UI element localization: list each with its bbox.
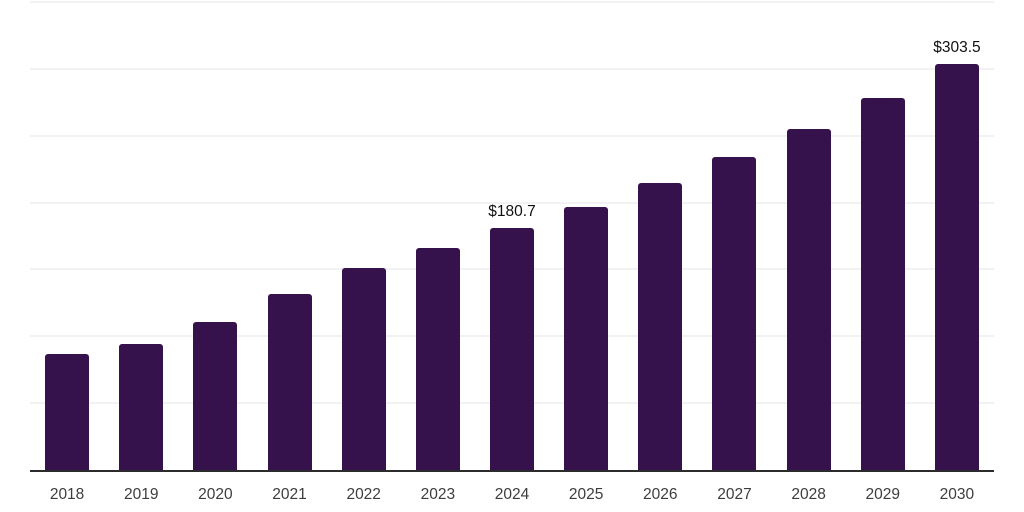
x-axis-label-2019: 2019 bbox=[123, 486, 159, 503]
x-axis-label-2018: 2018 bbox=[49, 486, 85, 503]
x-axis-label-2023: 2023 bbox=[420, 486, 456, 503]
x-axis-label-2024: 2024 bbox=[494, 486, 530, 503]
x-axis-line bbox=[30, 470, 994, 472]
gridline-250 bbox=[30, 134, 994, 137]
gridline-300 bbox=[30, 67, 994, 70]
data-label-2024: $180.7 bbox=[488, 203, 536, 221]
x-axis-label-2020: 2020 bbox=[198, 486, 233, 503]
data-label-2030: $303.5 bbox=[933, 39, 981, 57]
x-axis-label-2022: 2022 bbox=[346, 486, 381, 503]
bar-2029[interactable] bbox=[860, 98, 905, 470]
gridline-350 bbox=[30, 1, 994, 3]
bar-2020[interactable] bbox=[193, 321, 238, 470]
bar-2021[interactable] bbox=[267, 294, 312, 470]
bar-2024[interactable] bbox=[490, 228, 534, 470]
bar-2025[interactable] bbox=[564, 206, 609, 470]
bar-2027[interactable] bbox=[712, 157, 757, 470]
bar-2023[interactable] bbox=[415, 248, 460, 470]
bar-2030[interactable] bbox=[934, 64, 979, 470]
x-axis-label-2021: 2021 bbox=[272, 486, 307, 503]
bar-2026[interactable] bbox=[638, 182, 683, 470]
bar-2022[interactable] bbox=[341, 267, 386, 470]
bar-2028[interactable] bbox=[786, 128, 831, 470]
x-axis-label-2027: 2027 bbox=[717, 486, 752, 503]
bar-2019[interactable] bbox=[119, 344, 164, 470]
x-axis-label-2030: 2030 bbox=[939, 486, 975, 503]
x-axis-label-2026: 2026 bbox=[643, 486, 678, 503]
x-axis-label-2028: 2028 bbox=[791, 486, 826, 503]
gridline-200 bbox=[30, 201, 994, 204]
bar-2018[interactable] bbox=[45, 353, 90, 470]
x-axis-label-2025: 2025 bbox=[568, 486, 604, 503]
x-axis-label-2029: 2029 bbox=[865, 486, 901, 503]
